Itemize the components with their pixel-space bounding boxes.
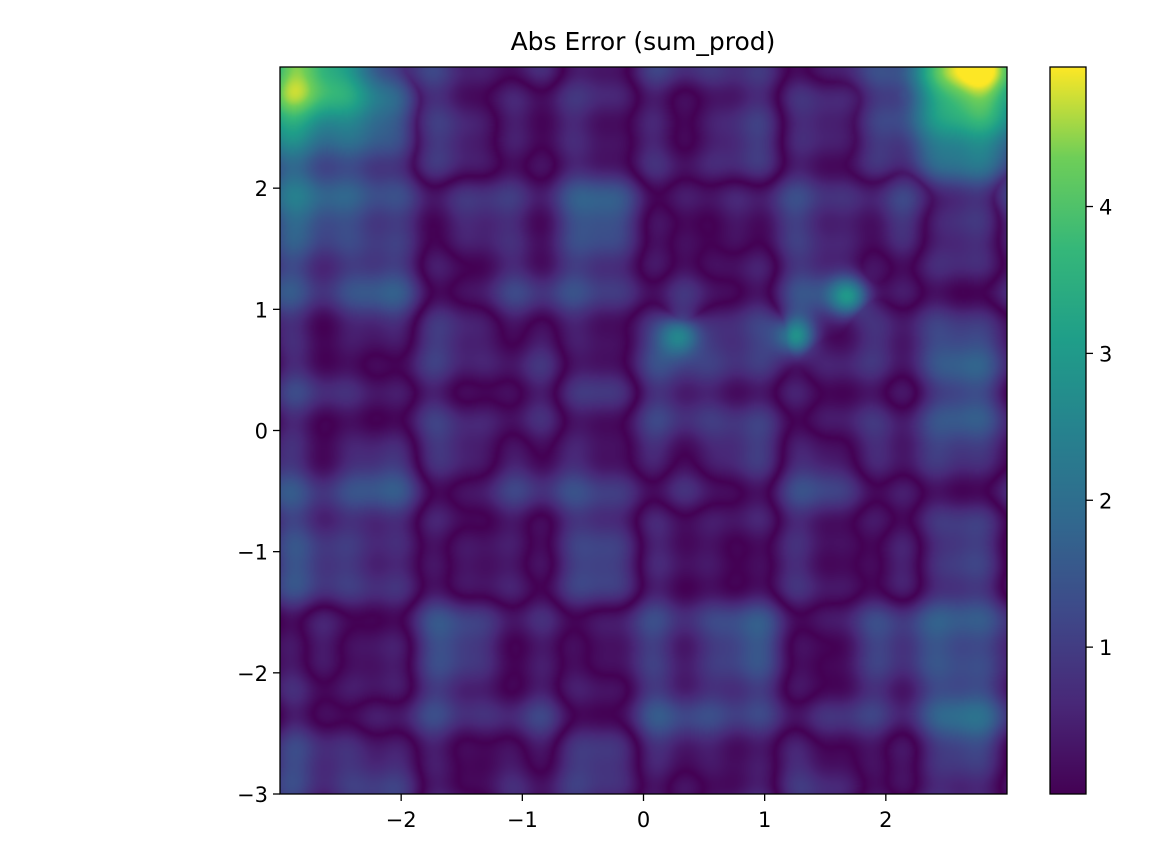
y-tick-label: −1 bbox=[237, 541, 268, 565]
colorbar-ticks: 1 2 3 4 bbox=[1086, 196, 1112, 660]
colorbar-tick-label: 3 bbox=[1099, 342, 1112, 366]
y-tick-label: −3 bbox=[237, 783, 268, 807]
colorbar-tick-label: 1 bbox=[1099, 636, 1112, 660]
colorbar-gradient bbox=[1049, 66, 1087, 795]
chart-title: Abs Error (sum_prod) bbox=[511, 27, 776, 56]
x-tick-label: −2 bbox=[386, 808, 417, 832]
y-tick-label: −2 bbox=[237, 662, 268, 686]
y-axis: −3 −2 −1 0 1 2 bbox=[237, 177, 280, 807]
y-tick-label: 0 bbox=[255, 420, 268, 444]
heatmap-cells bbox=[280, 67, 1007, 794]
x-axis: −2 −1 0 1 2 bbox=[386, 794, 893, 832]
y-tick-label: 1 bbox=[255, 298, 268, 322]
y-tick-label: 2 bbox=[255, 177, 268, 201]
x-tick-label: 2 bbox=[879, 808, 892, 832]
heatmap-raster bbox=[280, 67, 1007, 794]
colorbar-tick-label: 2 bbox=[1099, 489, 1112, 513]
x-tick-label: 0 bbox=[637, 808, 650, 832]
x-tick-label: −1 bbox=[507, 808, 538, 832]
heatmap-plot: −2 −1 0 1 2 −3 −2 −1 0 1 2 bbox=[237, 66, 1008, 832]
x-tick-label: 1 bbox=[758, 808, 771, 832]
colorbar-tick-label: 4 bbox=[1099, 196, 1112, 220]
colorbar: 1 2 3 4 bbox=[1049, 66, 1112, 795]
